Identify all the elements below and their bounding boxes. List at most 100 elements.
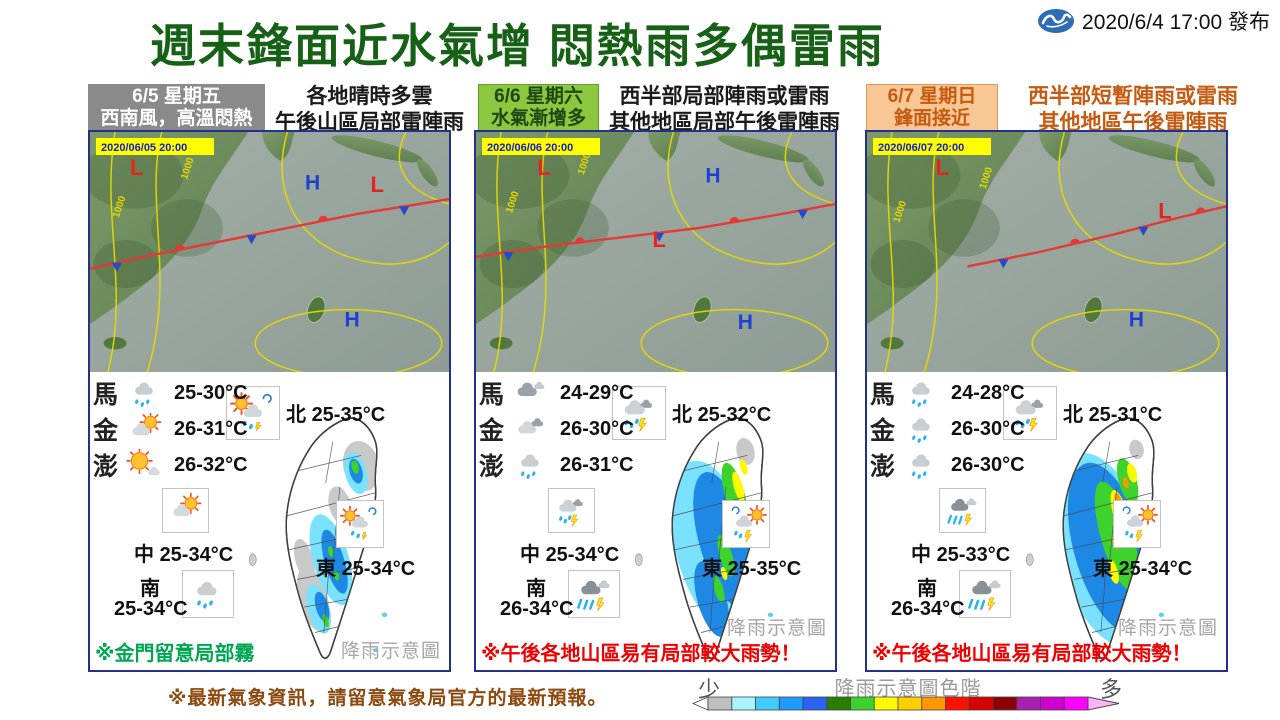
rain-scale: 少 降雨示意圖色階 多 <box>691 672 1124 718</box>
panel-note: ※午後各地山區易有局部較大雨勢！ <box>481 643 801 665</box>
temp-north: 北 25-32°C <box>672 404 772 426</box>
forecast-panel: 1000 1000 L H L H 2020/06/06 20:00 馬 24-29°C 金… <box>474 130 837 672</box>
row-matsu: 馬 24-28°C <box>870 376 1025 410</box>
badge-date: 6/5 星期五 <box>132 86 221 107</box>
temp-matsu: 25-30°C <box>174 381 248 404</box>
cloudy-icon <box>506 413 556 446</box>
cwb-logo-icon <box>1037 8 1075 34</box>
icon-box-central <box>548 488 595 533</box>
temp-penghu: 26-31°C <box>560 453 634 476</box>
partly-cloudy-icon <box>120 410 170 446</box>
icon-box-south <box>568 570 620 618</box>
region-label-south: 南 <box>917 578 937 600</box>
summary-line-1: 西半部局部陣雨或雷雨 <box>619 85 830 108</box>
scale-more-label: 多 <box>1099 677 1122 702</box>
svg-text:H: H <box>738 311 753 334</box>
temp-south: 26-34°C <box>500 598 574 620</box>
panel-note: ※午後各地山區易有局部較大雨勢！ <box>872 643 1192 665</box>
row-penghu: 澎 26-30°C <box>870 448 1025 482</box>
svg-text:L: L <box>130 155 143 180</box>
temp-east: 東 25-35°C <box>702 558 802 580</box>
region-label-south: 南 <box>140 578 160 600</box>
temp-central: 中 25-34°C <box>520 544 620 566</box>
day-summary: 各地晴時多雲 午後山區局部雷陣雨 <box>275 84 464 136</box>
temp-north: 北 25-31°C <box>1063 404 1163 426</box>
day-badge: 6/6 星期六 水氣漸增多 <box>478 84 599 132</box>
summary-line-1: 西半部短暫陣雨或雷雨 <box>1028 85 1238 108</box>
region-label-kinmen: 金 <box>93 417 119 445</box>
region-label-kinmen: 金 <box>479 417 505 445</box>
temp-penghu: 26-30°C <box>951 453 1025 476</box>
icon-box-north <box>226 386 280 440</box>
svg-text:2020/06/05 20:00: 2020/06/05 20:00 <box>101 142 187 154</box>
svg-text:H: H <box>345 308 360 331</box>
svg-text:H: H <box>305 172 320 195</box>
svg-text:L: L <box>370 172 383 197</box>
temp-east: 東 25-34°C <box>1093 558 1193 580</box>
scale-less-label: 少 <box>698 677 721 702</box>
icon-box-central <box>162 488 209 533</box>
svg-text:H: H <box>705 164 720 187</box>
row-penghu: 澎 26-31°C <box>479 448 634 482</box>
rain-map-watermark: 降雨示意圖 <box>726 618 827 639</box>
row-matsu: 馬 25-30°C <box>93 376 248 410</box>
pressure-map: 1000 1000 L H L H 2020/06/05 20:00 <box>90 132 449 372</box>
icon-box-north <box>612 386 666 440</box>
forecast-panel: 1000 1000 L H L H 2020/06/05 20:00 馬 25-30°C 金… <box>88 130 451 672</box>
summary-line-2: 其他地區局部午後雷陣雨 <box>609 111 840 134</box>
svg-text:L: L <box>936 155 949 180</box>
day-badge: 6/5 星期五 西南風，高溫悶熱 <box>88 84 265 132</box>
region-label-south: 南 <box>526 578 546 600</box>
scale-title: 降雨示意圖色階 <box>834 678 982 700</box>
temp-south: 25-34°C <box>114 598 188 620</box>
rain-icon <box>506 449 556 482</box>
rain-icon <box>897 377 947 410</box>
day-header: 6/6 星期六 水氣漸增多 西半部局部陣雨或雷雨 其他地區局部午後雷陣雨 <box>478 84 840 136</box>
icon-box-north <box>1003 386 1057 440</box>
temp-matsu: 24-28°C <box>951 381 1025 404</box>
rain-icon <box>897 449 947 482</box>
region-label-matsu: 馬 <box>870 381 896 409</box>
badge-condition: 水氣漸增多 <box>490 108 586 129</box>
temp-central: 中 25-34°C <box>134 544 234 566</box>
pressure-map: 1000 1000 L H L H 2020/06/06 20:00 <box>476 132 835 372</box>
temp-north: 北 25-35°C <box>286 404 386 426</box>
issued-block: 2020/6/4 17:00 發布 <box>1037 6 1270 36</box>
taiwan-rain-map <box>226 412 404 668</box>
rain-map-watermark: 降雨示意圖 <box>340 641 441 662</box>
badge-date: 6/6 星期六 <box>494 86 583 107</box>
cloudy-dark-icon <box>506 377 556 410</box>
region-label-penghu: 澎 <box>93 453 119 481</box>
rain-icon <box>120 377 170 410</box>
svg-text:L: L <box>1158 198 1171 223</box>
region-label-matsu: 馬 <box>479 381 505 409</box>
temp-kinmen: 26-31°C <box>174 417 248 440</box>
summary-line-2: 其他地區午後雷陣雨 <box>1038 111 1228 134</box>
row-kinmen: 金 26-30°C <box>870 412 1025 446</box>
row-matsu: 馬 24-29°C <box>479 376 634 410</box>
footer-disclaimer: ※最新氣象資訊，請留意氣象局官方的最新預報。 <box>168 688 608 709</box>
icon-box-south <box>959 570 1011 618</box>
forecast-panel: 1000 1000 L L H 2020/06/07 20:00 馬 24-28°C 金 … <box>865 130 1228 672</box>
region-label-matsu: 馬 <box>93 381 119 409</box>
svg-text:L: L <box>652 227 665 252</box>
badge-date: 6/7 星期日 <box>887 86 977 107</box>
day-summary: 西半部局部陣雨或雷雨 其他地區局部午後雷陣雨 <box>609 84 840 136</box>
day-header: 6/7 星期日 鋒面接近 西半部短暫陣雨或雷雨 其他地區午後雷陣雨 <box>866 84 1258 136</box>
forecast-area: 馬 24-28°C 金 26-30°C 澎 26-30°C 北 25-31°C … <box>867 372 1226 670</box>
temp-south: 26-34°C <box>891 598 965 620</box>
day-badge: 6/7 星期日 鋒面接近 <box>866 84 998 132</box>
badge-condition: 西南風，高溫悶熱 <box>100 108 253 129</box>
svg-text:H: H <box>1129 308 1144 331</box>
temp-central: 中 25-33°C <box>911 544 1011 566</box>
day-header: 6/5 星期五 西南風，高溫悶熱 各地晴時多雲 午後山區局部雷陣雨 <box>88 84 464 136</box>
summary-line-2: 午後山區局部雷陣雨 <box>275 111 464 134</box>
icon-box-east <box>722 500 770 548</box>
region-label-penghu: 澎 <box>870 453 896 481</box>
icon-box-central <box>939 488 986 533</box>
row-kinmen: 金 26-30°C <box>479 412 634 446</box>
row-kinmen: 金 26-31°C <box>93 410 248 446</box>
panel-note: ※金門留意局部霧 <box>95 643 255 665</box>
temp-east: 東 25-34°C <box>316 558 416 580</box>
